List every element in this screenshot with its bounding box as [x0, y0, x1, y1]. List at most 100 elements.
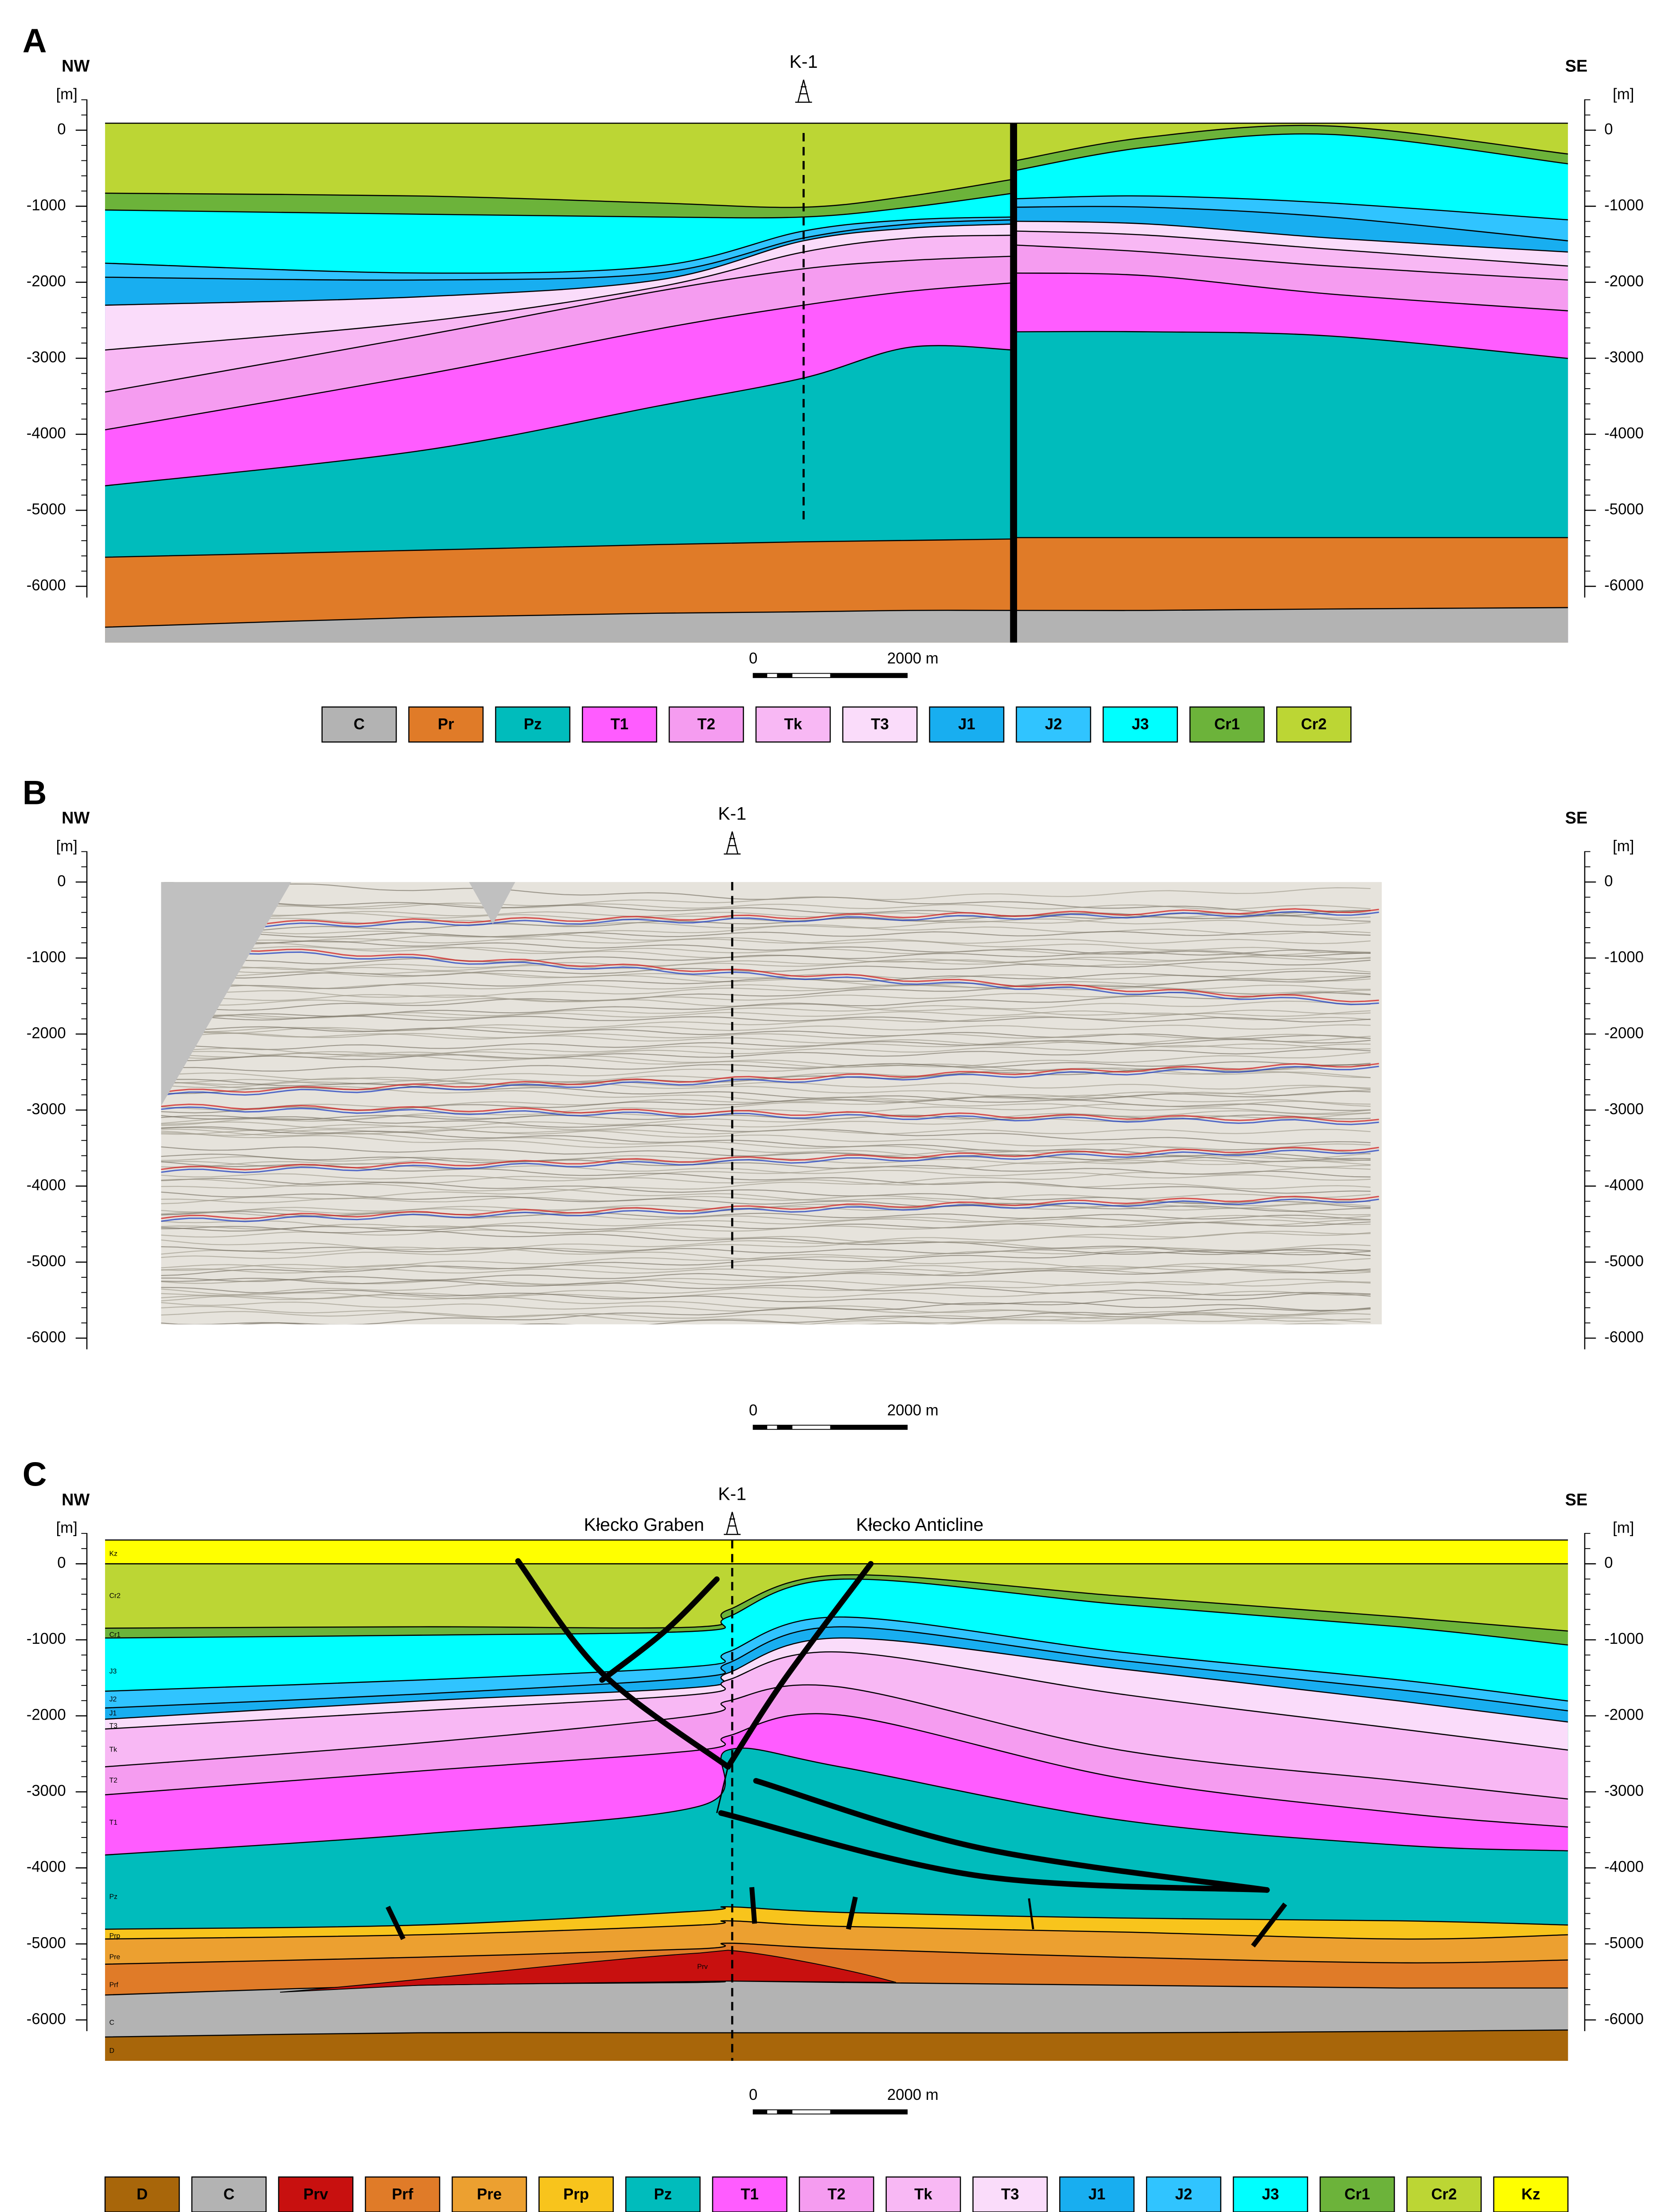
- horizon-line: [105, 1578, 1568, 1646]
- depth-label: -1000: [1604, 197, 1644, 214]
- seismic-trace: [161, 1000, 1371, 1020]
- horizon-line: [1013, 133, 1568, 172]
- layer-label: Cr2: [109, 1592, 121, 1600]
- legend-swatch: [1406, 2176, 1482, 2212]
- legend-label: Tk: [784, 716, 802, 733]
- seismic-trace: [161, 887, 1371, 913]
- layer-label: Tk: [109, 1746, 117, 1754]
- horizon-line: [105, 282, 1014, 431]
- annotation: Kłecko Graben: [584, 1514, 705, 1535]
- seismic-trace: [161, 1248, 1371, 1276]
- scale-seg: [830, 1425, 908, 1430]
- layer-label: Pre: [109, 1953, 121, 1961]
- unit-label: [m]: [56, 86, 78, 103]
- scale-seg: [753, 673, 768, 678]
- well-icon: [724, 1512, 741, 1535]
- seismic-trace: [161, 1246, 1371, 1256]
- scale-seg: [777, 1425, 793, 1430]
- depth-label: -2000: [27, 1707, 66, 1724]
- horizon-line: [105, 234, 1014, 351]
- seismic-trace: [161, 942, 1371, 973]
- legend-label: Cr1: [1345, 2186, 1370, 2203]
- no-data-area: [161, 882, 515, 1106]
- depth-label: -4000: [1604, 1177, 1644, 1194]
- depth-label: -4000: [27, 1177, 66, 1194]
- scale-seg: [753, 1425, 768, 1430]
- layer-label: Kz: [109, 1550, 118, 1558]
- seismic-trace: [161, 1049, 1371, 1061]
- seismic-trace: [161, 956, 1371, 973]
- scale-seg: [830, 673, 908, 678]
- layer: [105, 2030, 1568, 2061]
- seismic-trace: [515, 1307, 1371, 1325]
- depth-label: -5000: [27, 501, 66, 518]
- legend-swatch: [191, 2176, 267, 2212]
- seismic-trace: [161, 1194, 1371, 1203]
- legend-label: T2: [827, 2186, 846, 2203]
- seismic-reflector: [161, 1195, 1379, 1220]
- depth-label: -4000: [27, 1859, 66, 1876]
- depth-label: -6000: [1604, 577, 1644, 594]
- legend-swatch: [972, 2176, 1048, 2212]
- horizon-line: [105, 216, 1014, 274]
- derrick: [795, 79, 812, 103]
- horizon-line: [1013, 331, 1568, 359]
- layer-label: J3: [109, 1668, 117, 1675]
- seismic-trace: [161, 1100, 1371, 1124]
- seismic-trace: [161, 1039, 1371, 1050]
- well-icon: [724, 831, 741, 855]
- horizon-line: [105, 1943, 1568, 1965]
- legend-label: Pre: [477, 2186, 502, 2203]
- fault: [515, 1558, 731, 1770]
- direction-label: NW: [62, 809, 90, 827]
- scale-end: 2000 m: [887, 1402, 939, 1419]
- seismic-trace: [161, 911, 1371, 926]
- legend-swatch: [1059, 2176, 1135, 2212]
- panel-label: C: [23, 1456, 47, 1494]
- seismic-trace: [161, 911, 1371, 948]
- scale-seg: [777, 2110, 793, 2114]
- seismic-trace: [161, 910, 1371, 919]
- seismic-trace: [161, 1215, 1371, 1230]
- seismic-trace: [161, 955, 1371, 970]
- horizon-line: [1013, 272, 1568, 312]
- legend-swatch: [799, 2176, 874, 2212]
- horizon-line: [105, 1637, 1568, 1723]
- legend-swatch: [1276, 706, 1352, 743]
- scale-end: 2000 m: [887, 2087, 939, 2103]
- seismic-trace: [161, 1061, 1371, 1072]
- derrick: [724, 1512, 741, 1535]
- horizon-line: [105, 1920, 1568, 1940]
- depth-label: -3000: [27, 1101, 66, 1118]
- well-label: K-1: [789, 51, 818, 72]
- layer: [280, 1950, 897, 1993]
- legend-label: Pz: [524, 716, 542, 733]
- legend-label: C: [223, 2186, 234, 2203]
- legend-label: J3: [1132, 716, 1149, 733]
- depth-label: -3000: [1604, 349, 1644, 366]
- seismic-trace: [161, 1146, 1371, 1163]
- scale-seg: [830, 2110, 908, 2114]
- seismic-reflector: [161, 1104, 1379, 1123]
- seismic-trace: [161, 1232, 1371, 1259]
- seismic-trace: [161, 1268, 1371, 1282]
- legend-swatch: [668, 706, 744, 743]
- legend-label: Pr: [438, 716, 454, 733]
- legend-label: T1: [611, 716, 629, 733]
- seismic-trace: [161, 1010, 1371, 1034]
- depth-label: -4000: [1604, 1859, 1644, 1876]
- seismic-trace: [161, 1161, 1371, 1181]
- seismic-trace: [161, 946, 1371, 956]
- depth-label: 0: [57, 121, 66, 138]
- legend-swatch: [1103, 706, 1178, 743]
- seismic-reflector: [161, 946, 1379, 1006]
- seismic-trace: [161, 1264, 1371, 1271]
- seismic-trace: [161, 971, 1371, 980]
- seismic-trace: [161, 1126, 1371, 1161]
- depth-label: 0: [1604, 121, 1613, 138]
- horizon-line: [1013, 125, 1568, 162]
- minor-fault: [1028, 1898, 1034, 1930]
- seismic-trace: [161, 938, 1371, 944]
- legend-swatch: [755, 706, 831, 743]
- horizon-line: [105, 1906, 1568, 1930]
